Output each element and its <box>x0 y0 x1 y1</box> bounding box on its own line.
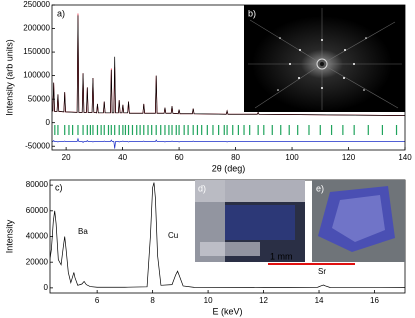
y-tick-label: 80000 <box>26 180 49 189</box>
y-tick-label: 0 <box>44 283 49 292</box>
y-tick-label: -50000 <box>25 141 50 150</box>
inset-label: e) <box>316 183 324 193</box>
y-tick-label: 60000 <box>26 206 49 215</box>
x-tick-label: 100 <box>285 153 299 162</box>
x-tick-label: 12 <box>259 296 268 305</box>
x-tick-label: 8 <box>150 296 155 305</box>
panel-label: a) <box>57 8 65 18</box>
data-line <box>52 15 405 116</box>
peak-annotation: Ba <box>78 227 88 236</box>
x-tick-label: 14 <box>315 296 324 305</box>
x-tick-label: 120 <box>342 153 356 162</box>
x-axis-label: 2θ (deg) <box>212 163 246 173</box>
insets: 1 mm b) d) e) <box>195 5 405 265</box>
y-tick-label: 40000 <box>26 232 49 241</box>
plots: 20 40 60 80 100 120 140-5000005000010000015000… <box>4 0 412 316</box>
y-axis-label: Intensity (arb units) <box>4 39 14 116</box>
peak-annotation: Cu <box>168 231 178 240</box>
x-axis-label: E (keV) <box>212 306 242 316</box>
x-tick-label: 140 <box>398 153 412 162</box>
scale-bar-label: 1 mm <box>270 251 293 261</box>
inset-photo-d <box>195 180 305 262</box>
x-tick-label: 80 <box>231 153 240 162</box>
y-tick-label: 50000 <box>28 94 51 103</box>
inset-photo-e <box>312 180 405 262</box>
y-tick-label: 150000 <box>23 47 50 56</box>
x-tick-label: 40 <box>118 153 127 162</box>
y-tick-label: 0 <box>46 118 51 127</box>
x-tick-label: 20 <box>62 153 71 162</box>
y-tick-label: 200000 <box>23 24 50 33</box>
x-tick-label: 60 <box>175 153 184 162</box>
y-tick-label: 250000 <box>23 0 50 9</box>
y-tick-label: 20000 <box>26 257 49 266</box>
data-line <box>52 137 405 149</box>
inset-diffraction <box>244 5 405 112</box>
x-tick-label: 10 <box>204 296 213 305</box>
peak-annotation: Sr <box>318 267 326 276</box>
panel-label: c) <box>55 182 63 192</box>
inset-label: d) <box>198 183 206 193</box>
data-line <box>50 182 405 288</box>
y-tick-label: 100000 <box>23 71 50 80</box>
inset-label: b) <box>248 8 256 18</box>
x-tick-label: 16 <box>370 296 379 305</box>
x-tick-label: 6 <box>95 296 100 305</box>
y-axis-label: Intensity <box>4 219 14 253</box>
